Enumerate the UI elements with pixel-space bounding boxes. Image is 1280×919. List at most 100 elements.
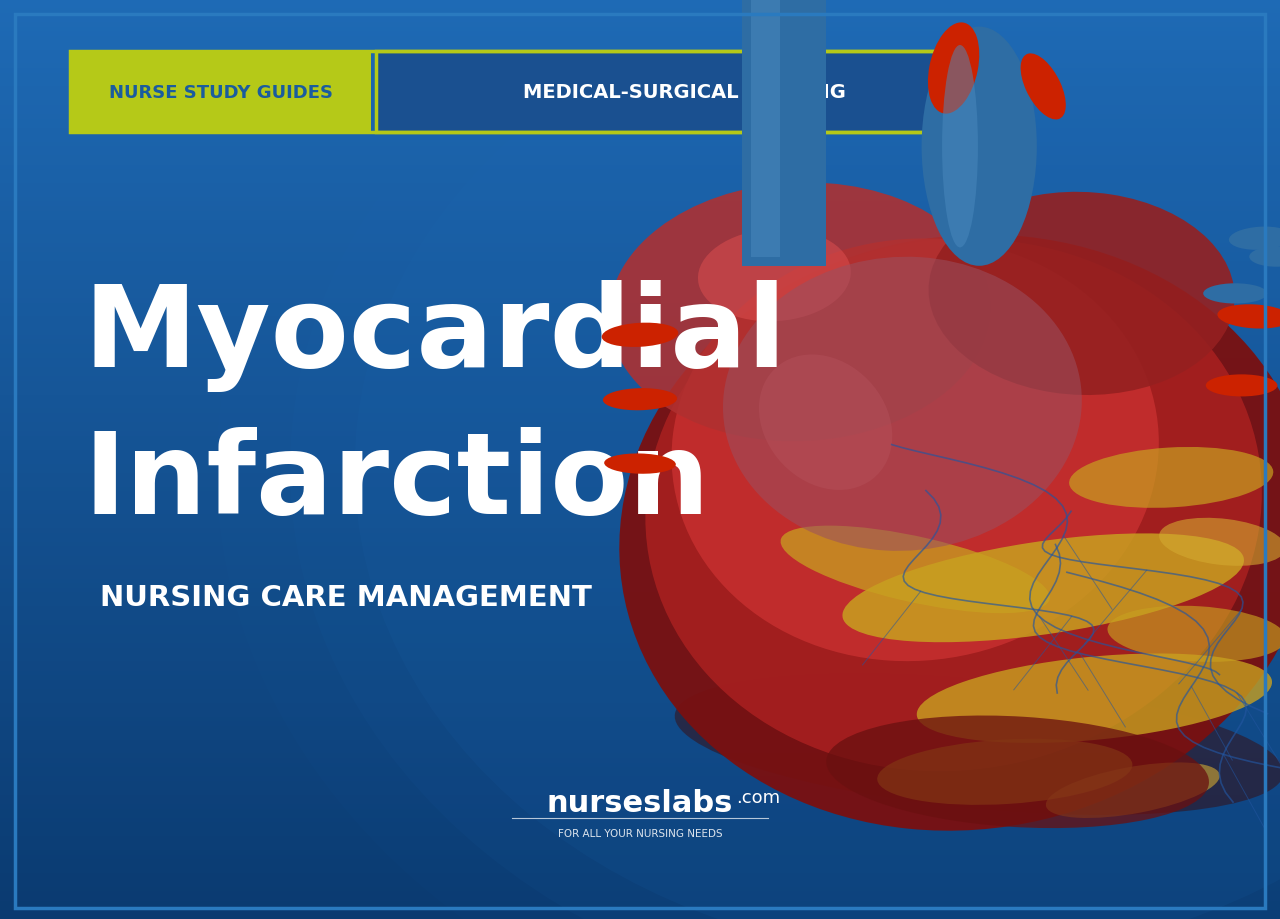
Bar bbox=[0, 749, 1280, 754]
Bar bbox=[0, 391, 1280, 395]
Bar bbox=[0, 207, 1280, 211]
Bar bbox=[0, 528, 1280, 533]
Bar bbox=[0, 248, 1280, 253]
Bar bbox=[0, 216, 1280, 221]
Bar bbox=[0, 611, 1280, 616]
Bar bbox=[0, 703, 1280, 708]
Bar bbox=[0, 244, 1280, 248]
Bar bbox=[0, 377, 1280, 381]
Bar bbox=[0, 717, 1280, 721]
Bar bbox=[0, 800, 1280, 804]
Text: MEDICAL-SURGICAL NURSING: MEDICAL-SURGICAL NURSING bbox=[522, 84, 846, 102]
Bar bbox=[0, 496, 1280, 501]
Ellipse shape bbox=[1107, 606, 1280, 663]
Bar bbox=[0, 740, 1280, 744]
Bar bbox=[0, 299, 1280, 303]
Bar bbox=[0, 46, 1280, 51]
Bar bbox=[0, 616, 1280, 620]
Text: Infarction: Infarction bbox=[83, 427, 710, 538]
Bar bbox=[0, 772, 1280, 777]
Ellipse shape bbox=[942, 46, 978, 248]
Bar bbox=[0, 910, 1280, 914]
Bar bbox=[0, 271, 1280, 276]
Bar bbox=[0, 744, 1280, 749]
Bar bbox=[0, 0, 1280, 5]
Bar bbox=[0, 156, 1280, 161]
Bar bbox=[0, 827, 1280, 832]
Bar bbox=[0, 836, 1280, 841]
Bar bbox=[0, 345, 1280, 349]
Bar bbox=[0, 896, 1280, 901]
Bar bbox=[0, 675, 1280, 680]
Bar bbox=[0, 230, 1280, 234]
Bar bbox=[0, 441, 1280, 446]
Text: Myocardial: Myocardial bbox=[83, 279, 786, 391]
Bar bbox=[0, 671, 1280, 675]
Bar bbox=[0, 418, 1280, 423]
Bar bbox=[0, 767, 1280, 772]
Bar bbox=[0, 64, 1280, 69]
Bar bbox=[0, 179, 1280, 184]
Bar bbox=[0, 349, 1280, 354]
Bar bbox=[0, 607, 1280, 611]
Bar bbox=[0, 294, 1280, 299]
Bar bbox=[0, 335, 1280, 340]
Bar bbox=[0, 850, 1280, 855]
Bar bbox=[0, 588, 1280, 593]
Bar bbox=[0, 570, 1280, 574]
Bar bbox=[0, 731, 1280, 735]
Bar bbox=[376, 52, 992, 133]
Bar bbox=[0, 28, 1280, 32]
Bar bbox=[0, 823, 1280, 827]
Bar bbox=[0, 680, 1280, 685]
Ellipse shape bbox=[355, 0, 1280, 919]
Bar bbox=[0, 5, 1280, 9]
Bar bbox=[0, 409, 1280, 414]
Bar bbox=[0, 358, 1280, 363]
Bar bbox=[0, 23, 1280, 28]
Bar bbox=[0, 427, 1280, 432]
Bar bbox=[0, 308, 1280, 312]
Ellipse shape bbox=[916, 653, 1272, 743]
Ellipse shape bbox=[1217, 305, 1280, 329]
Bar bbox=[0, 170, 1280, 175]
Bar bbox=[0, 501, 1280, 505]
Bar bbox=[0, 492, 1280, 496]
Bar bbox=[0, 198, 1280, 202]
Bar bbox=[0, 133, 1280, 138]
Bar bbox=[0, 437, 1280, 441]
Bar bbox=[0, 666, 1280, 671]
Bar bbox=[0, 285, 1280, 289]
Bar bbox=[0, 809, 1280, 813]
Bar bbox=[0, 317, 1280, 322]
Ellipse shape bbox=[698, 230, 851, 322]
Bar bbox=[0, 652, 1280, 657]
Ellipse shape bbox=[1203, 284, 1267, 304]
Bar bbox=[0, 101, 1280, 106]
Bar bbox=[0, 257, 1280, 262]
Bar bbox=[0, 878, 1280, 882]
Bar bbox=[0, 78, 1280, 83]
Bar bbox=[0, 41, 1280, 46]
Bar bbox=[0, 432, 1280, 437]
Text: FOR ALL YOUR NURSING NEEDS: FOR ALL YOUR NURSING NEEDS bbox=[558, 829, 722, 838]
Bar bbox=[0, 487, 1280, 492]
Bar bbox=[0, 152, 1280, 156]
Bar bbox=[0, 685, 1280, 689]
Bar bbox=[0, 460, 1280, 464]
Bar bbox=[0, 832, 1280, 836]
Bar bbox=[0, 643, 1280, 648]
Ellipse shape bbox=[603, 389, 677, 411]
Bar bbox=[0, 841, 1280, 845]
Bar bbox=[0, 464, 1280, 469]
Bar bbox=[0, 698, 1280, 703]
Ellipse shape bbox=[1020, 54, 1066, 120]
Bar bbox=[0, 225, 1280, 230]
Bar bbox=[0, 280, 1280, 285]
Ellipse shape bbox=[922, 28, 1037, 267]
Bar bbox=[0, 602, 1280, 607]
Bar bbox=[0, 363, 1280, 368]
Ellipse shape bbox=[1069, 448, 1274, 508]
Bar bbox=[0, 891, 1280, 896]
Bar bbox=[0, 855, 1280, 859]
